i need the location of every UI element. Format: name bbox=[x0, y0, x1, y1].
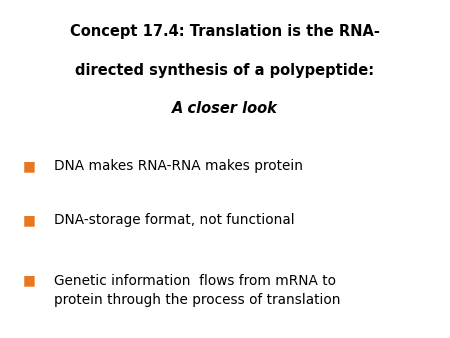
Text: directed synthesis of a polypeptide:: directed synthesis of a polypeptide: bbox=[76, 63, 374, 77]
Text: Concept 17.4: Translation is the RNA-: Concept 17.4: Translation is the RNA- bbox=[70, 24, 380, 39]
Text: ■: ■ bbox=[22, 159, 36, 173]
Text: DNA makes RNA-RNA makes protein: DNA makes RNA-RNA makes protein bbox=[54, 159, 303, 173]
Text: ■: ■ bbox=[22, 213, 36, 227]
Text: DNA-storage format, not functional: DNA-storage format, not functional bbox=[54, 213, 295, 227]
Text: Genetic information  flows from mRNA to
protein through the process of translati: Genetic information flows from mRNA to p… bbox=[54, 274, 341, 307]
Text: ■: ■ bbox=[22, 274, 36, 288]
Text: A closer look: A closer look bbox=[172, 101, 278, 116]
